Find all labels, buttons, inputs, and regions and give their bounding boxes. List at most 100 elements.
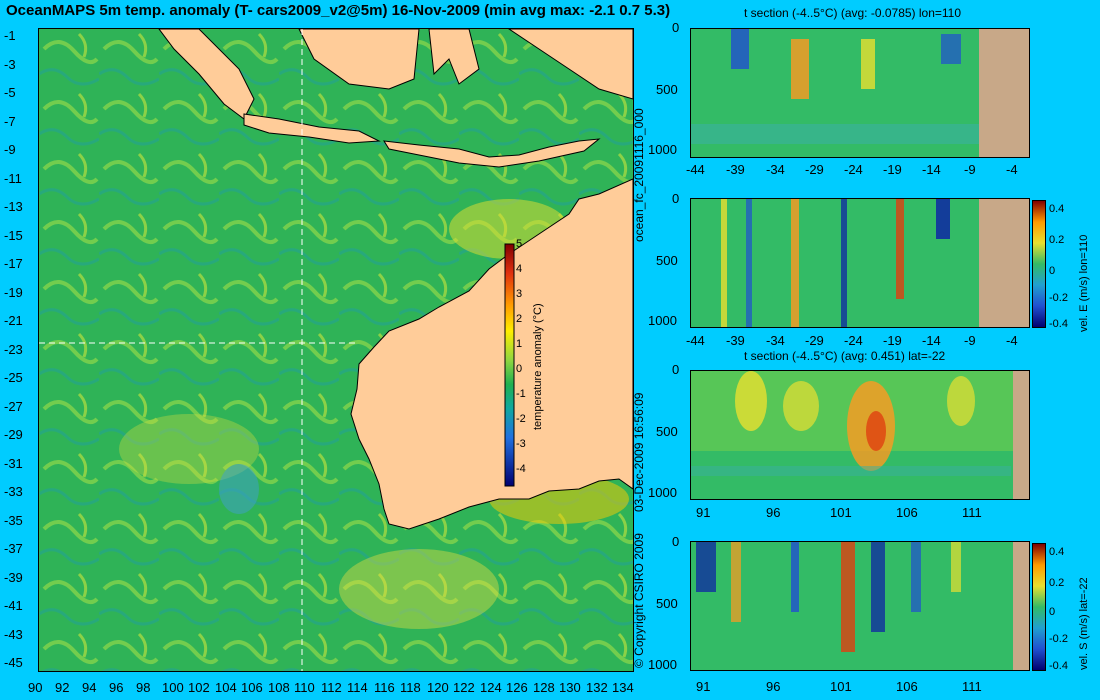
lat-tick: -17: [4, 256, 23, 271]
x-tick: -9: [964, 162, 976, 177]
velS-colorbar-tick: -0.2: [1049, 633, 1068, 645]
colorbar-tick: 0: [516, 363, 523, 375]
run-id-label: ocean_fc_20091116_000: [632, 108, 646, 242]
colorbar-tick: 1: [516, 338, 523, 350]
colorbar-tick: -2: [516, 413, 526, 425]
velE-colorbar-tick: 0.2: [1049, 234, 1065, 246]
lon-tick: 94: [82, 680, 97, 695]
section-x-axis: -44 -39 -34 -29 -24 -19 -14 -9 -4: [686, 333, 1036, 349]
lat-tick: -31: [4, 455, 23, 471]
lon-tick: 120: [427, 680, 449, 695]
colorbar-tick: -3: [516, 438, 526, 450]
lat-tick: -9: [4, 142, 16, 157]
depth-tick: 1000: [648, 142, 677, 157]
x-tick: -44: [686, 162, 705, 177]
section-land: [979, 29, 1029, 157]
velS-colorbar-tick: 0: [1049, 606, 1056, 618]
depth-tick: 1000: [648, 485, 677, 500]
lat-tick: -39: [4, 569, 23, 585]
x-tick: -4: [1006, 162, 1018, 177]
x-tick: -44: [686, 333, 705, 348]
x-tick: 96: [766, 679, 781, 694]
x-tick: -29: [805, 333, 824, 348]
lat-tick: -43: [4, 626, 23, 642]
colorbar-tick: -1: [516, 388, 526, 400]
depth-tick: 1000: [648, 657, 677, 672]
lat-tick: -41: [4, 598, 23, 613]
depth-tick: 0: [672, 534, 680, 549]
depth-tick: 0: [672, 20, 680, 35]
depth-tick: 0: [672, 362, 680, 377]
lat-tick: -13: [4, 199, 23, 214]
velE-colorbar-label: vel. E (m/s) lon=110: [1078, 234, 1090, 332]
lon-tick: 106: [241, 680, 263, 695]
x-tick: -24: [844, 162, 863, 177]
colorbar-tick: 5: [516, 238, 523, 250]
x-tick: 91: [696, 505, 711, 520]
latitude-axis: -1 -3 -5 -7 -9 -11 -13 -15 -17 -19 -21 -…: [4, 28, 38, 678]
lat-tick: -37: [4, 541, 23, 556]
section-x-axis: 91 96 101 106 111: [696, 679, 1036, 695]
x-tick: 91: [696, 679, 711, 694]
timestamp-label: 03-Dec-2009 16:56:09: [632, 392, 646, 512]
lat-tick: -27: [4, 398, 23, 414]
section-panel-velE-lon110[interactable]: [690, 198, 1030, 328]
x-tick: -34: [766, 333, 785, 348]
section-panel-temp-lon110[interactable]: [690, 28, 1030, 158]
section-x-axis: 91 96 101 106 111: [696, 505, 1036, 521]
section-plot: [691, 29, 1029, 157]
lon-tick: 118: [400, 680, 421, 695]
velE-colorbar-tick: 0: [1049, 265, 1056, 277]
lat-tick: -33: [4, 484, 23, 499]
warm-anomaly-patch: [339, 549, 499, 629]
section-plot: [691, 371, 1029, 499]
velS-colorbar-tick: 0.4: [1049, 546, 1065, 558]
velS-colorbar-tick: 0.2: [1049, 577, 1065, 589]
lon-tick: 100: [162, 680, 184, 695]
lon-tick: 130: [559, 680, 581, 695]
warm-anomaly-patch: [119, 414, 259, 484]
x-tick: -39: [726, 333, 745, 348]
lon-tick: 98: [136, 680, 151, 695]
lon-tick: 102: [188, 680, 210, 695]
borneo-landmass: [298, 29, 420, 90]
lon-tick: 116: [374, 680, 395, 695]
velS-colorbar-label: vel. S (m/s) lat=-22: [1078, 577, 1090, 670]
lat-tick: -15: [4, 227, 23, 243]
lat-tick: -3: [4, 56, 16, 72]
section-land: [1013, 542, 1029, 670]
lon-tick: 134: [612, 680, 634, 695]
lon-tick: 132: [586, 680, 608, 695]
lat-tick: -35: [4, 512, 23, 528]
section-plot: [691, 199, 1029, 327]
lat-tick: -21: [4, 313, 23, 328]
section-land: [1013, 371, 1029, 499]
depth-tick: 500: [656, 82, 678, 97]
x-tick: -39: [726, 162, 745, 177]
lon-tick: 90: [28, 680, 43, 695]
velE-colorbar-tick: 0.4: [1049, 203, 1065, 215]
x-tick: -34: [766, 162, 785, 177]
lat-tick: -11: [4, 170, 22, 186]
section-land: [979, 199, 1029, 327]
section-panel-velS-lat22[interactable]: [690, 541, 1030, 671]
depth-tick: 500: [656, 424, 678, 439]
lon-tick: 126: [506, 680, 528, 695]
depth-tick: 500: [656, 596, 678, 611]
section-panel-temp-lat22[interactable]: [690, 370, 1030, 500]
lon-tick: 108: [268, 680, 290, 695]
lon-tick: 122: [453, 680, 475, 695]
colorbar-tick: -4: [516, 463, 526, 475]
x-tick: 106: [896, 679, 918, 694]
colorbar-tick: 2: [516, 313, 523, 325]
velE-colorbar-tick: -0.2: [1049, 292, 1068, 304]
java-landmass: [243, 113, 381, 144]
section-x-axis: -44 -39 -34 -29 -24 -19 -14 -9 -4: [686, 162, 1036, 178]
lon-tick: 104: [215, 680, 237, 695]
x-tick: 106: [896, 505, 918, 520]
x-tick: -14: [922, 333, 941, 348]
temperature-anomaly-map[interactable]: [38, 28, 634, 672]
x-tick: 101: [830, 679, 852, 694]
x-tick: -4: [1006, 333, 1018, 348]
lat-tick: -45: [4, 655, 23, 670]
